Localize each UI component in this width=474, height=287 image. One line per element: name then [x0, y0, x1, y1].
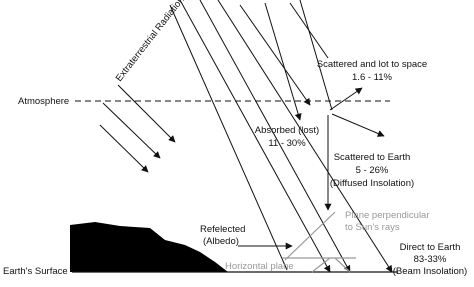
scattered-space-title: Scattered and lot to space — [317, 59, 427, 70]
atmosphere-label: Atmosphere — [18, 96, 69, 107]
direct-title: Direct to Earth — [400, 242, 461, 253]
direct-range: 83-33% — [414, 254, 447, 265]
scattered-earth-range: 5 - 26% — [356, 165, 389, 176]
reflected-note: (Albedo) — [203, 236, 239, 247]
absorbed-range: 11 - 30% — [268, 138, 306, 149]
scattered-space-range: 1.6 - 11% — [352, 72, 393, 83]
plane-perpendicular-2: to Sun's rays — [345, 222, 400, 233]
rays — [99, 0, 393, 273]
horizontal-plane-label: Horizontal plane — [225, 261, 294, 272]
earth-shape — [70, 222, 228, 272]
earth-surface-label: Earth's Surface — [3, 266, 68, 277]
reflected-title: Refelected — [200, 224, 245, 235]
radiation-label: Extraterrestrial Radiation (Iₒ) — [114, 0, 196, 84]
direct-note: (Beam Insolation) — [393, 266, 467, 277]
absorbed-title: Absorbed (lost) — [255, 125, 319, 136]
plane-perpendicular-1: Plane perpendicular — [345, 210, 430, 221]
scattered-earth-title: Scattered to Earth — [334, 152, 411, 163]
planes — [282, 211, 356, 273]
scattered-earth-note: (Diffused Insolation) — [330, 178, 414, 189]
